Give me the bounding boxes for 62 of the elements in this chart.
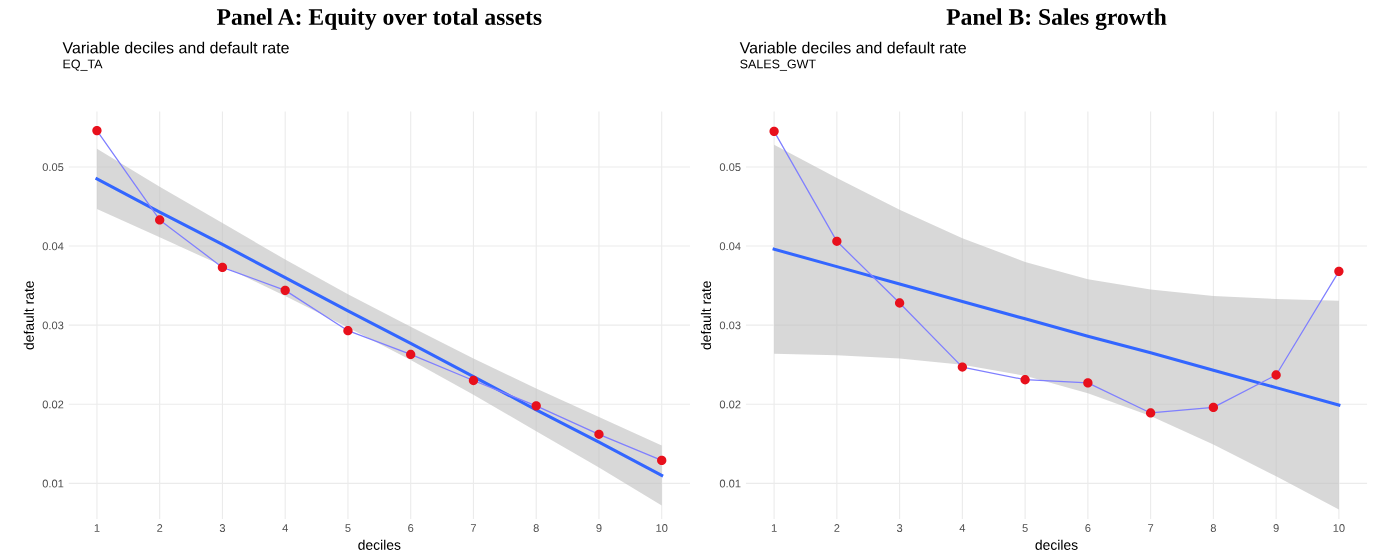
point [1083, 378, 1093, 388]
point [92, 125, 102, 136]
chart-subtitle: Variable deciles and default rate [739, 41, 966, 54]
x-tick-label: 4 [959, 524, 966, 532]
y-tick-label: 0.04 [719, 242, 741, 251]
x-tick-label: 8 [1210, 524, 1216, 532]
point [1271, 370, 1281, 380]
y-tick-label: 0.02 [42, 400, 64, 409]
point [1334, 266, 1344, 277]
y-tick-label: 0.01 [42, 479, 64, 488]
point [531, 401, 541, 411]
point [1020, 375, 1030, 385]
chart-subtitle: Variable deciles and default rate [62, 41, 289, 54]
x-tick-label: 4 [282, 524, 288, 532]
point [468, 375, 479, 386]
point [594, 429, 604, 439]
x-axis-title: deciles [1035, 539, 1078, 550]
x-tick-label: 10 [1333, 524, 1345, 532]
chart-title: Panel B: Sales growth [946, 8, 1167, 30]
y-tick-label: 0.04 [42, 242, 64, 251]
x-tick-label: 6 [408, 524, 414, 532]
x-tick-label: 8 [533, 524, 539, 532]
point [1208, 402, 1219, 413]
y-tick-label: 0.02 [719, 400, 741, 409]
y-tick-label: 0.03 [719, 321, 741, 330]
chart-title: Panel A: Equity over total assets [216, 8, 542, 30]
text: EQ_TA [63, 59, 103, 71]
point [217, 262, 228, 273]
x-tick-label: 10 [656, 524, 668, 532]
x-tick-label: 6 [1085, 524, 1091, 532]
x-tick-label: 1 [771, 524, 777, 532]
x-tick-label: 5 [1022, 524, 1028, 532]
point [343, 326, 353, 336]
x-tick-label: 3 [896, 524, 903, 532]
point [769, 126, 779, 137]
x-axis-title: deciles [358, 539, 401, 550]
y-tick-label: 0.03 [42, 321, 64, 330]
point [957, 362, 968, 372]
x-tick-label: 3 [219, 524, 226, 532]
text: SALES_GWT [740, 59, 816, 71]
y-tick-label: 0.05 [42, 163, 64, 172]
point [155, 215, 165, 225]
x-tick-label: 9 [1273, 524, 1279, 532]
y-tick-label: 0.01 [719, 479, 741, 488]
x-tick-label: 2 [834, 524, 840, 532]
x-tick-label: 9 [596, 524, 602, 532]
point [832, 236, 842, 246]
point [657, 455, 667, 466]
y-axis-title: default rate [23, 281, 34, 350]
point [280, 285, 290, 296]
x-tick-label: 1 [94, 524, 100, 532]
line-series [95, 177, 664, 477]
point [1145, 408, 1156, 418]
x-tick-label: 5 [345, 524, 351, 532]
y-axis-title: default rate [700, 281, 712, 350]
x-tick-label: 7 [1148, 524, 1154, 532]
x-tick-label: 2 [157, 524, 163, 532]
x-tick-label: 7 [470, 524, 476, 532]
line-series [772, 247, 1341, 407]
y-tick-label: 0.05 [719, 163, 741, 172]
point [894, 298, 905, 308]
point [406, 349, 416, 360]
